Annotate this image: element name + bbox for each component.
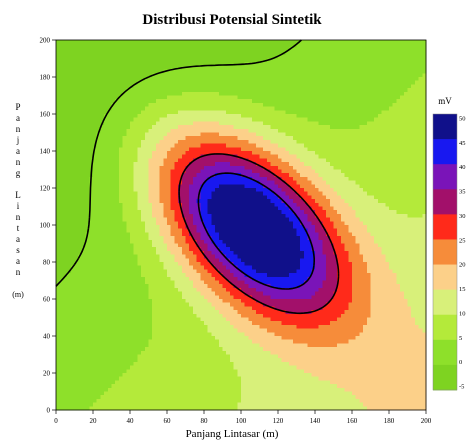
colorbar-band: [433, 340, 457, 365]
y-tick-label: 100: [40, 222, 51, 230]
y-tick-label: 180: [40, 74, 51, 82]
colorbar-band: [433, 214, 457, 239]
contour-fill: [56, 40, 427, 411]
y-label-letter: s: [16, 245, 20, 255]
colorbar-tick-label: 45: [459, 140, 466, 147]
y-label-letter: (m): [12, 290, 24, 299]
y-label-letter: n: [16, 124, 21, 134]
y-tick-label: 80: [43, 259, 51, 267]
colorbar-band: [433, 239, 457, 264]
colorbar-band: [433, 139, 457, 164]
y-label-letter: a: [16, 256, 20, 266]
colorbar-tick-label: 40: [459, 164, 466, 171]
y-label-letter: a: [16, 113, 20, 123]
y-label-letter: n: [16, 157, 21, 167]
colorbar-tick-label: 10: [459, 310, 466, 317]
colorbar-tick-label: 35: [459, 189, 466, 196]
x-tick-label: 120: [273, 417, 284, 425]
colorbar-unit: mV: [438, 96, 452, 106]
colorbar-tick-label: 50: [459, 116, 466, 123]
colorbar-band: [433, 189, 457, 214]
colorbar-tick-label: 25: [459, 237, 466, 244]
y-label-letter: g: [16, 168, 21, 178]
y-tick-label: 160: [40, 111, 51, 119]
y-label-letter: a: [16, 234, 20, 244]
colorbar-band: [433, 114, 457, 139]
y-tick-label: 120: [40, 185, 51, 193]
colorbar-tick-label: -5: [459, 384, 464, 391]
y-tick-label: 140: [40, 148, 51, 156]
x-tick-label: 100: [236, 417, 247, 425]
colorbar-tick-label: 20: [459, 262, 466, 269]
y-label-letter: L: [15, 190, 21, 200]
contour-plot: [56, 40, 427, 411]
y-label-letter: j: [16, 135, 20, 145]
colorbar-tick-label: 5: [459, 335, 462, 342]
y-tick-label: 20: [43, 370, 51, 378]
colorbar-tick-label: 15: [459, 286, 466, 293]
colorbar-band: [433, 265, 457, 290]
colorbar-tick-label: 0: [459, 359, 462, 366]
x-tick-label: 200: [421, 417, 432, 425]
x-tick-label: 60: [164, 417, 172, 425]
colorbar-band: [433, 315, 457, 340]
chart-title: Distribusi Potensial Sintetik: [142, 12, 322, 28]
colorbar-tick-label: 30: [459, 213, 466, 220]
y-label-letter: t: [17, 223, 20, 233]
colorbar-band: [433, 365, 457, 390]
x-tick-label: 40: [127, 417, 135, 425]
y-label-letter: a: [16, 146, 20, 156]
x-tick-label: 160: [347, 417, 358, 425]
y-tick-label: 60: [43, 296, 51, 304]
colorbar-band: [433, 290, 457, 315]
x-axis-label: Panjang Lintasar (m): [186, 428, 279, 440]
x-tick-label: 180: [384, 417, 395, 425]
y-label-letter: n: [16, 267, 21, 277]
y-tick-label: 40: [43, 333, 51, 341]
x-tick-label: 20: [90, 417, 98, 425]
y-label-letter: P: [15, 102, 20, 112]
y-tick-label: 0: [47, 407, 51, 415]
y-label-letter: n: [16, 212, 21, 222]
colorbar-band: [433, 164, 457, 189]
y-tick-label: 200: [40, 37, 51, 45]
x-tick-label: 0: [54, 417, 58, 425]
x-tick-label: 140: [310, 417, 321, 425]
x-tick-label: 80: [201, 417, 209, 425]
y-label-letter: i: [17, 201, 20, 211]
